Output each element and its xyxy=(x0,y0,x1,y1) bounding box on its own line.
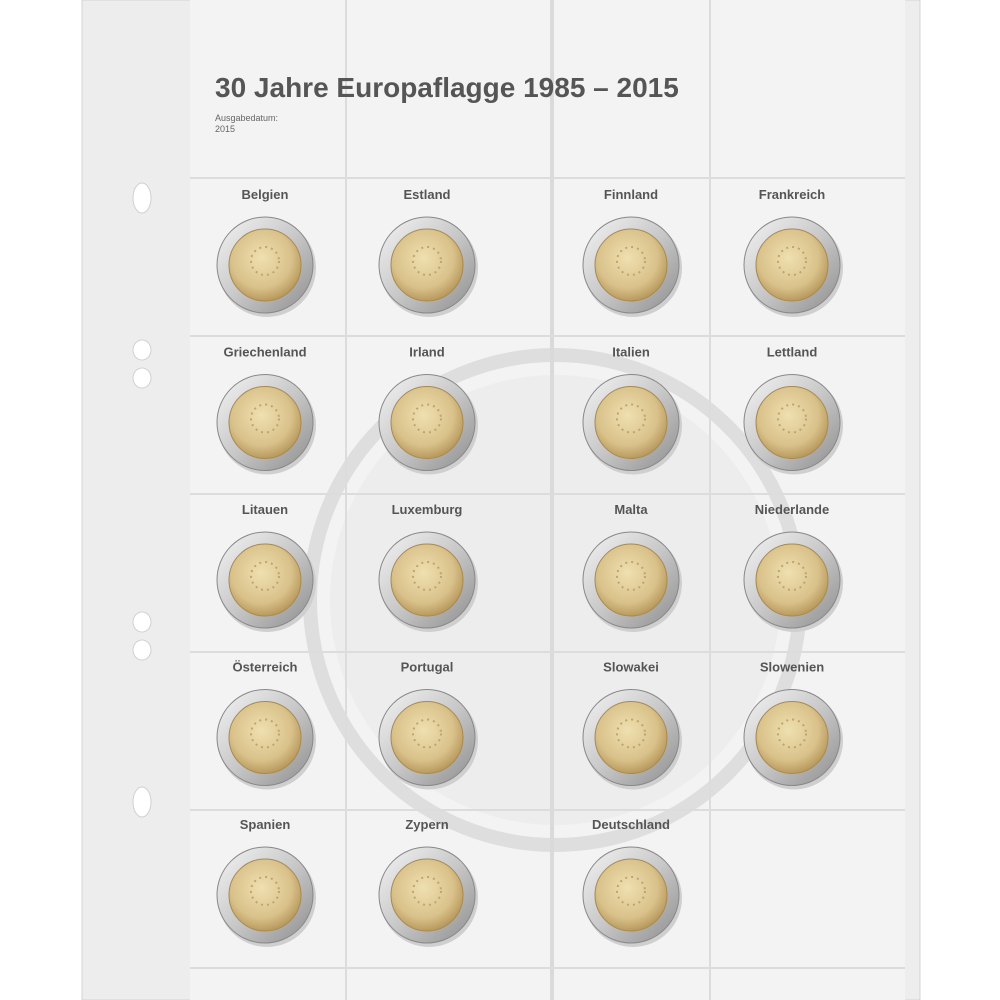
coin-core xyxy=(228,228,302,302)
coin-core xyxy=(390,858,464,932)
coin-core xyxy=(594,858,668,932)
coin-label: Belgien xyxy=(242,187,289,202)
coin-core xyxy=(390,701,464,774)
coin-stars xyxy=(250,246,280,276)
coin-core xyxy=(228,858,302,932)
coin-slot: Belgien xyxy=(216,187,316,317)
coin-label: Irland xyxy=(409,345,444,360)
coin-core xyxy=(390,228,464,302)
coin-stars xyxy=(250,403,280,434)
coin-stars xyxy=(412,403,442,434)
coin-stars xyxy=(616,876,646,906)
coin-stars xyxy=(777,403,807,434)
coin-core xyxy=(755,228,829,302)
coin-label: Malta xyxy=(614,502,648,517)
coin-label: Lettland xyxy=(767,345,818,360)
pocket-lines xyxy=(190,0,905,1000)
coin-grid: Belgien Estland Finnland Frankreich Griechen… xyxy=(216,187,843,947)
coin-label: Frankreich xyxy=(759,187,826,202)
coin-core xyxy=(228,701,302,774)
coin-slot: Deutschland xyxy=(582,817,682,947)
title: 30 Jahre Europaflagge 1985 – 2015 xyxy=(215,72,679,103)
coin-core xyxy=(594,228,668,302)
coin-slot: Niederlande xyxy=(743,502,843,632)
punch-holes xyxy=(132,182,152,818)
coin-slot: Malta xyxy=(582,502,682,632)
coin-stars xyxy=(412,718,442,749)
coin-slot: Österreich xyxy=(216,660,316,790)
coin-slot: Lettland xyxy=(743,345,843,475)
coin-slot: Litauen xyxy=(216,502,316,632)
coin-slot: Frankreich xyxy=(743,187,843,317)
coin-slot: Finnland xyxy=(582,187,682,317)
coin-label: Litauen xyxy=(242,502,288,517)
coin-core xyxy=(228,386,302,459)
coin-label: Griechenland xyxy=(223,345,306,360)
coin-stars xyxy=(412,561,442,591)
subtitle-value: 2015 xyxy=(215,124,235,134)
coin-label: Estland xyxy=(404,187,451,202)
coin-label: Luxemburg xyxy=(392,502,463,517)
coin-slot: Spanien xyxy=(216,817,316,947)
coin-label: Zypern xyxy=(405,817,448,832)
coin-stars xyxy=(777,561,807,591)
coin-slot: Slowenien xyxy=(743,660,843,790)
coin-slot: Slowakei xyxy=(582,660,682,790)
coin-stars xyxy=(412,876,442,906)
coin-label: Deutschland xyxy=(592,817,670,832)
coin-stars xyxy=(777,718,807,749)
coin-stars xyxy=(250,876,280,906)
coin-core xyxy=(228,543,302,617)
coin-slot: Italien xyxy=(582,345,682,475)
coin-label: Slowakei xyxy=(603,660,659,675)
coin-stars xyxy=(250,561,280,591)
coin-label: Österreich xyxy=(232,660,297,675)
coin-core xyxy=(755,543,829,617)
coin-core xyxy=(755,386,829,459)
coin-stars xyxy=(777,246,807,276)
coin-label: Portugal xyxy=(401,660,454,675)
coin-slot: Irland xyxy=(378,345,478,475)
subtitle-label: Ausgabedatum: xyxy=(215,113,278,123)
coin-label: Spanien xyxy=(240,817,291,832)
coin-label: Finnland xyxy=(604,187,658,202)
coin-label: Slowenien xyxy=(760,660,824,675)
coin-stars xyxy=(616,403,646,434)
coin-label: Italien xyxy=(612,345,650,360)
coin-slot: Estland xyxy=(378,187,478,317)
coin-stars xyxy=(616,561,646,591)
coin-core xyxy=(594,543,668,617)
coin-stars xyxy=(616,246,646,276)
coin-core xyxy=(594,701,668,774)
coin-slot: Portugal xyxy=(378,660,478,790)
coin-core xyxy=(390,543,464,617)
coin-label: Niederlande xyxy=(755,502,829,517)
coin-core xyxy=(594,386,668,459)
coin-core xyxy=(755,701,829,774)
coin-stars xyxy=(250,718,280,749)
coin-stars xyxy=(616,718,646,749)
coin-slot: Griechenland xyxy=(216,345,316,475)
coin-slot: Luxemburg xyxy=(378,502,478,632)
coin-stars xyxy=(412,246,442,276)
coin-slot: Zypern xyxy=(378,817,478,947)
coin-core xyxy=(390,386,464,459)
